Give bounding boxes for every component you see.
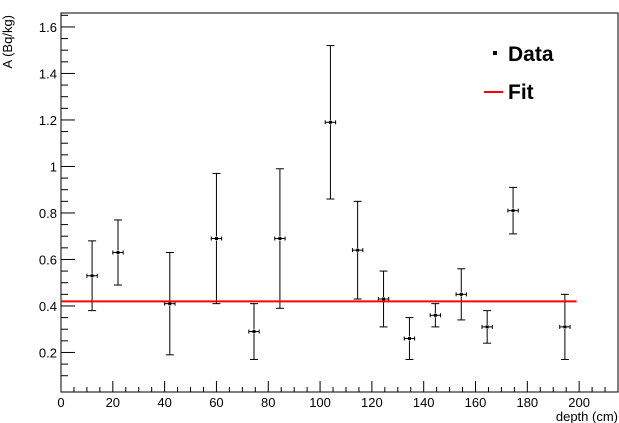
y-tick-label: 1.6	[39, 20, 57, 35]
y-axis-title: A (Bq/kg)	[0, 15, 15, 68]
data-marker	[252, 330, 256, 334]
y-tick-label: 0.2	[39, 345, 57, 360]
data-point	[164, 251, 176, 356]
x-tick-label: 20	[106, 395, 120, 410]
x-tick-label: 100	[309, 395, 331, 410]
y-tick-label: 1.4	[39, 66, 57, 81]
y-tick-label: 0.4	[39, 299, 57, 314]
data-marker	[459, 292, 463, 296]
x-tick-label: 120	[361, 395, 383, 410]
y-tick-label: 0.8	[39, 206, 57, 221]
data-point	[86, 240, 98, 312]
data-marker	[563, 325, 567, 329]
data-point	[351, 200, 364, 300]
data-series	[86, 45, 571, 360]
data-point	[481, 310, 493, 344]
data-point	[210, 172, 223, 305]
legend-data-marker	[493, 51, 497, 55]
data-point	[248, 303, 260, 360]
data-marker	[382, 297, 386, 301]
data-point	[455, 268, 467, 321]
data-point	[274, 168, 286, 309]
y-tick-label: 0.6	[39, 252, 57, 267]
data-point	[559, 293, 571, 360]
data-marker	[278, 237, 282, 241]
data-marker	[511, 209, 515, 213]
plot-frame	[60, 12, 619, 393]
x-tick-label: 160	[465, 395, 487, 410]
data-marker	[407, 337, 411, 341]
data-marker	[356, 248, 360, 252]
x-tick-label: 180	[516, 395, 538, 410]
data-marker	[485, 325, 489, 329]
data-marker	[168, 302, 172, 306]
data-marker	[214, 237, 218, 241]
data-point	[112, 219, 124, 286]
x-tick-label: 0	[57, 395, 64, 410]
x-tick-label: 60	[209, 395, 223, 410]
y-axis: 0.2 0.4 0.6 0.8 1 1.2 1.4 1.6	[39, 14, 75, 377]
x-tick-label: 140	[413, 395, 435, 410]
data-marker	[433, 313, 437, 317]
data-point	[429, 303, 442, 328]
data-point	[377, 270, 390, 328]
y-tick-label: 1.2	[39, 113, 57, 128]
x-tick-label: 200	[568, 395, 590, 410]
x-axis-title: depth (cm)	[556, 409, 618, 423]
data-point	[507, 186, 519, 235]
data-marker	[328, 120, 332, 124]
x-tick-label: 80	[261, 395, 275, 410]
data-point	[324, 45, 337, 200]
x-axis: 0 20 40 60 80 100 120 140 160 180 200	[57, 381, 606, 410]
x-tick-label: 40	[157, 395, 171, 410]
legend-data-label: Data	[508, 43, 554, 66]
data-marker	[116, 250, 120, 254]
legend: Data Fit	[484, 43, 554, 104]
data-point	[403, 317, 416, 360]
data-marker	[90, 274, 94, 278]
legend-fit-label: Fit	[508, 81, 534, 104]
y-tick-label: 1	[50, 159, 57, 174]
